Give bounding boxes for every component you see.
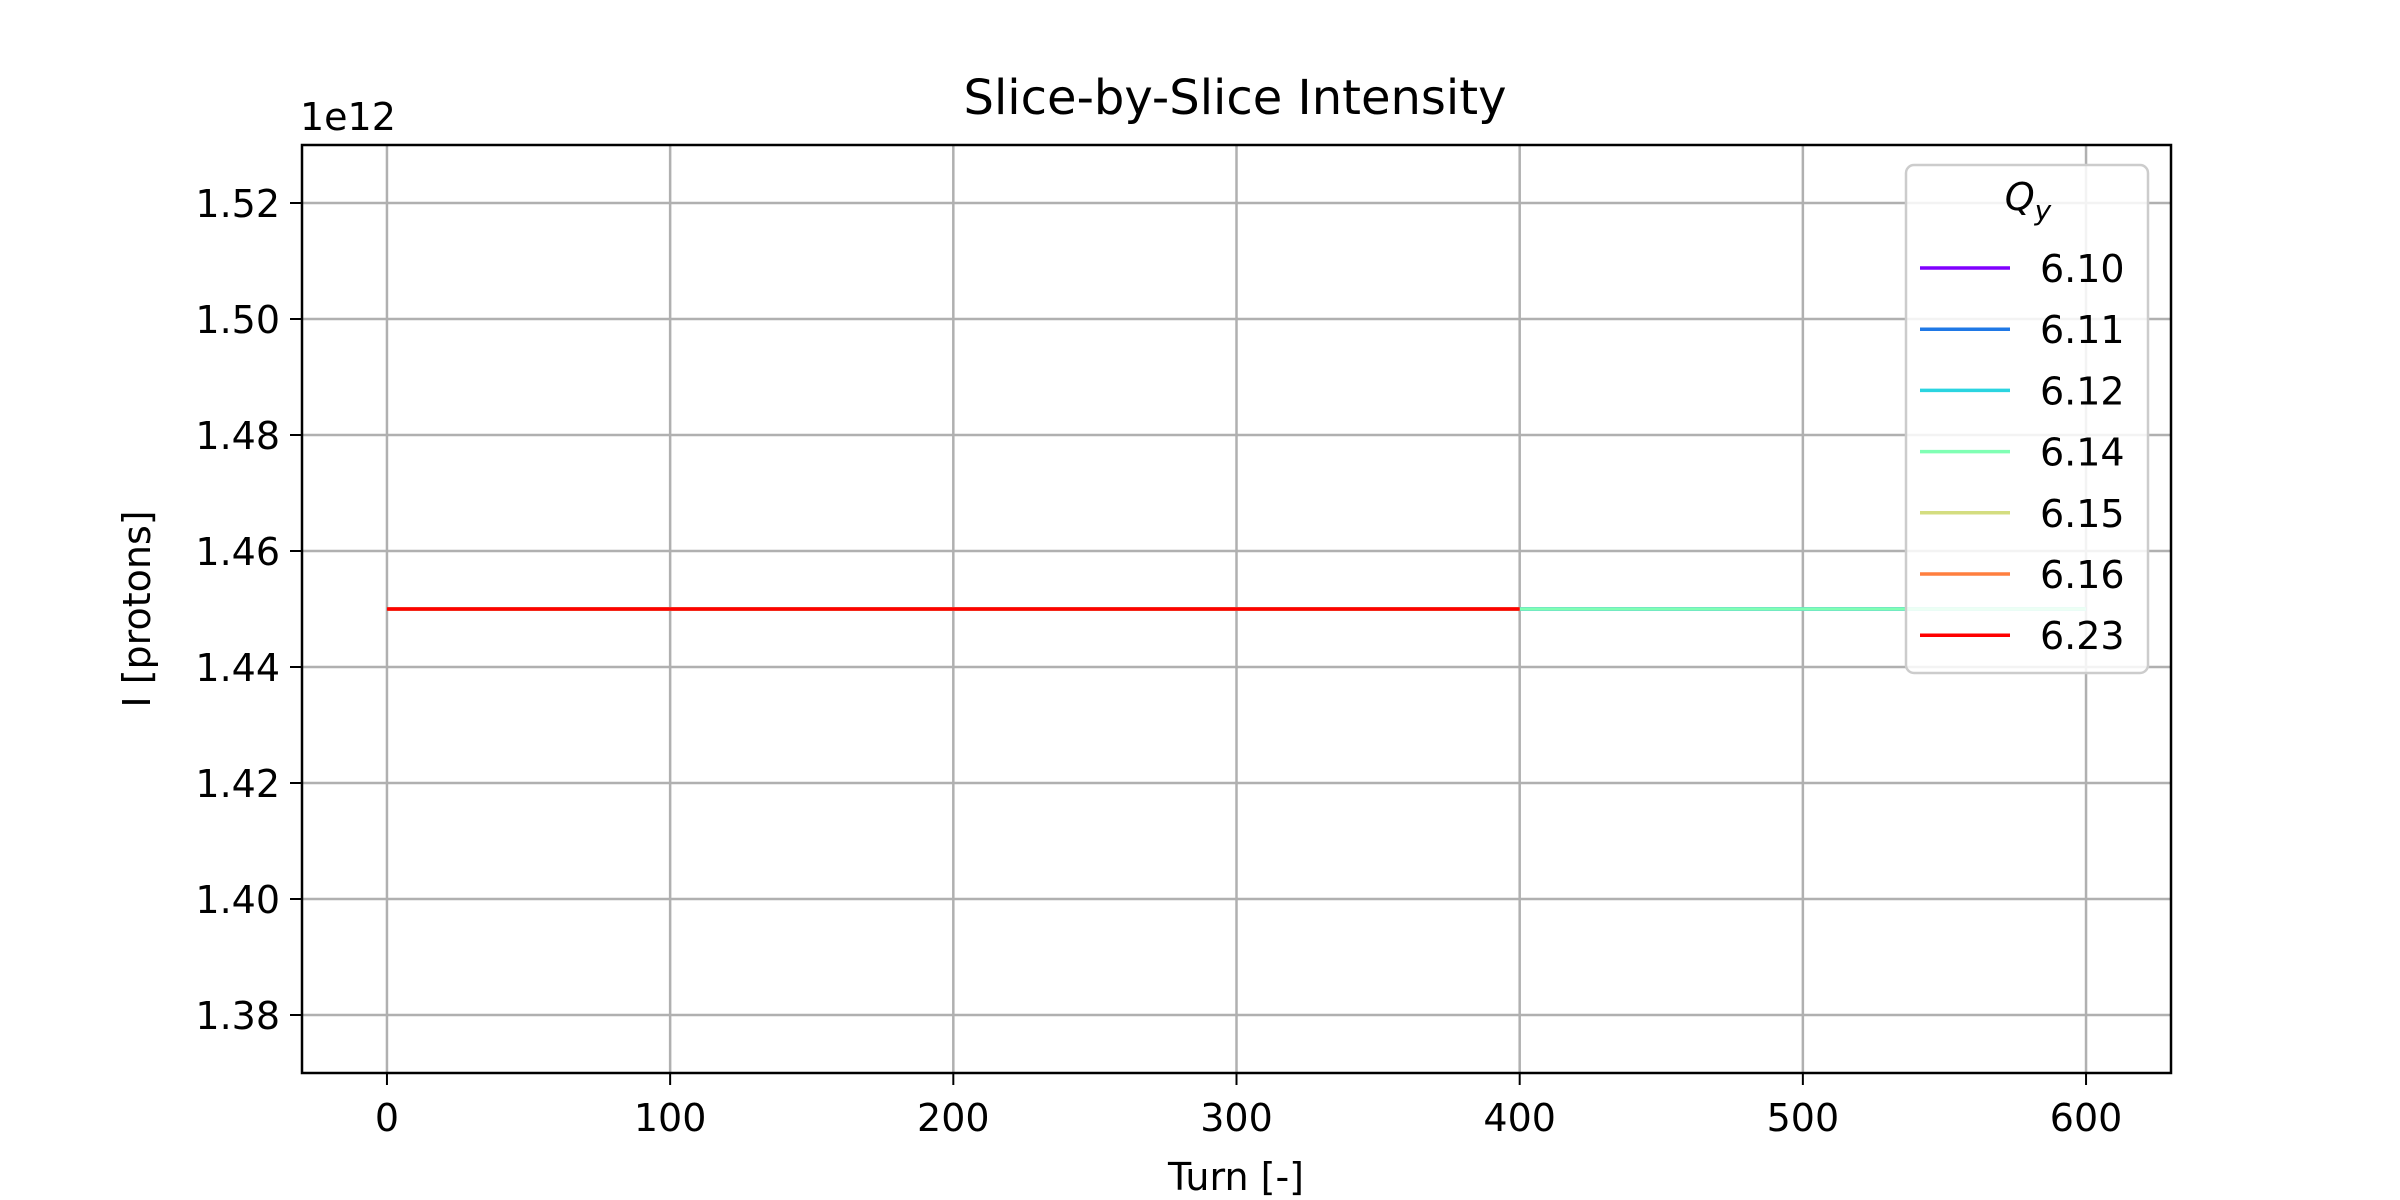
y-tick-label: 1.48 — [195, 414, 280, 458]
y-tick-label: 1.46 — [195, 530, 280, 574]
legend-label: 6.16 — [2040, 553, 2125, 597]
y-tick-label: 1.50 — [195, 298, 280, 342]
y-offset-label: 1e12 — [300, 95, 396, 139]
legend-label: 6.10 — [2040, 247, 2125, 291]
x-tick-label: 500 — [1767, 1096, 1840, 1140]
y-tick-label: 1.52 — [195, 182, 280, 226]
chart-title: Slice-by-Slice Intensity — [964, 70, 1507, 126]
legend-label: 6.15 — [2040, 492, 2125, 536]
y-tick-label: 1.40 — [195, 878, 280, 922]
x-tick-label: 0 — [375, 1096, 399, 1140]
y-tick-label: 1.38 — [195, 994, 280, 1038]
legend: Qy 6.10 6.11 6.12 6.14 6.15 6.16 6.23 — [1904, 163, 2150, 675]
x-axis-label: Turn [-] — [1167, 1155, 1304, 1199]
legend-title: Qy — [2005, 175, 2052, 227]
x-tick-label: 100 — [634, 1096, 707, 1140]
x-tick-label: 400 — [1483, 1096, 1556, 1140]
legend-box — [1904, 163, 2150, 675]
y-tick-label: 1.42 — [195, 762, 280, 806]
x-tick-label: 300 — [1200, 1096, 1273, 1140]
y-tick-label: 1.44 — [195, 646, 280, 690]
x-tick-label: 200 — [917, 1096, 990, 1140]
legend-label: 6.14 — [2040, 431, 2125, 475]
legend-label: 6.23 — [2040, 614, 2125, 658]
legend-items: 6.10 6.11 6.12 6.14 6.15 6.16 6.23 — [1920, 247, 2125, 658]
x-axis: 0 100 200 300 400 500 600 — [375, 1073, 2122, 1140]
legend-label: 6.12 — [2040, 369, 2125, 413]
x-tick-label: 600 — [2050, 1096, 2123, 1140]
legend-label: 6.11 — [2040, 308, 2125, 352]
y-axis: 1.38 1.40 1.42 1.44 1.46 1.48 1.50 1.52 — [195, 182, 302, 1038]
y-axis-label: I [protons] — [115, 510, 159, 707]
